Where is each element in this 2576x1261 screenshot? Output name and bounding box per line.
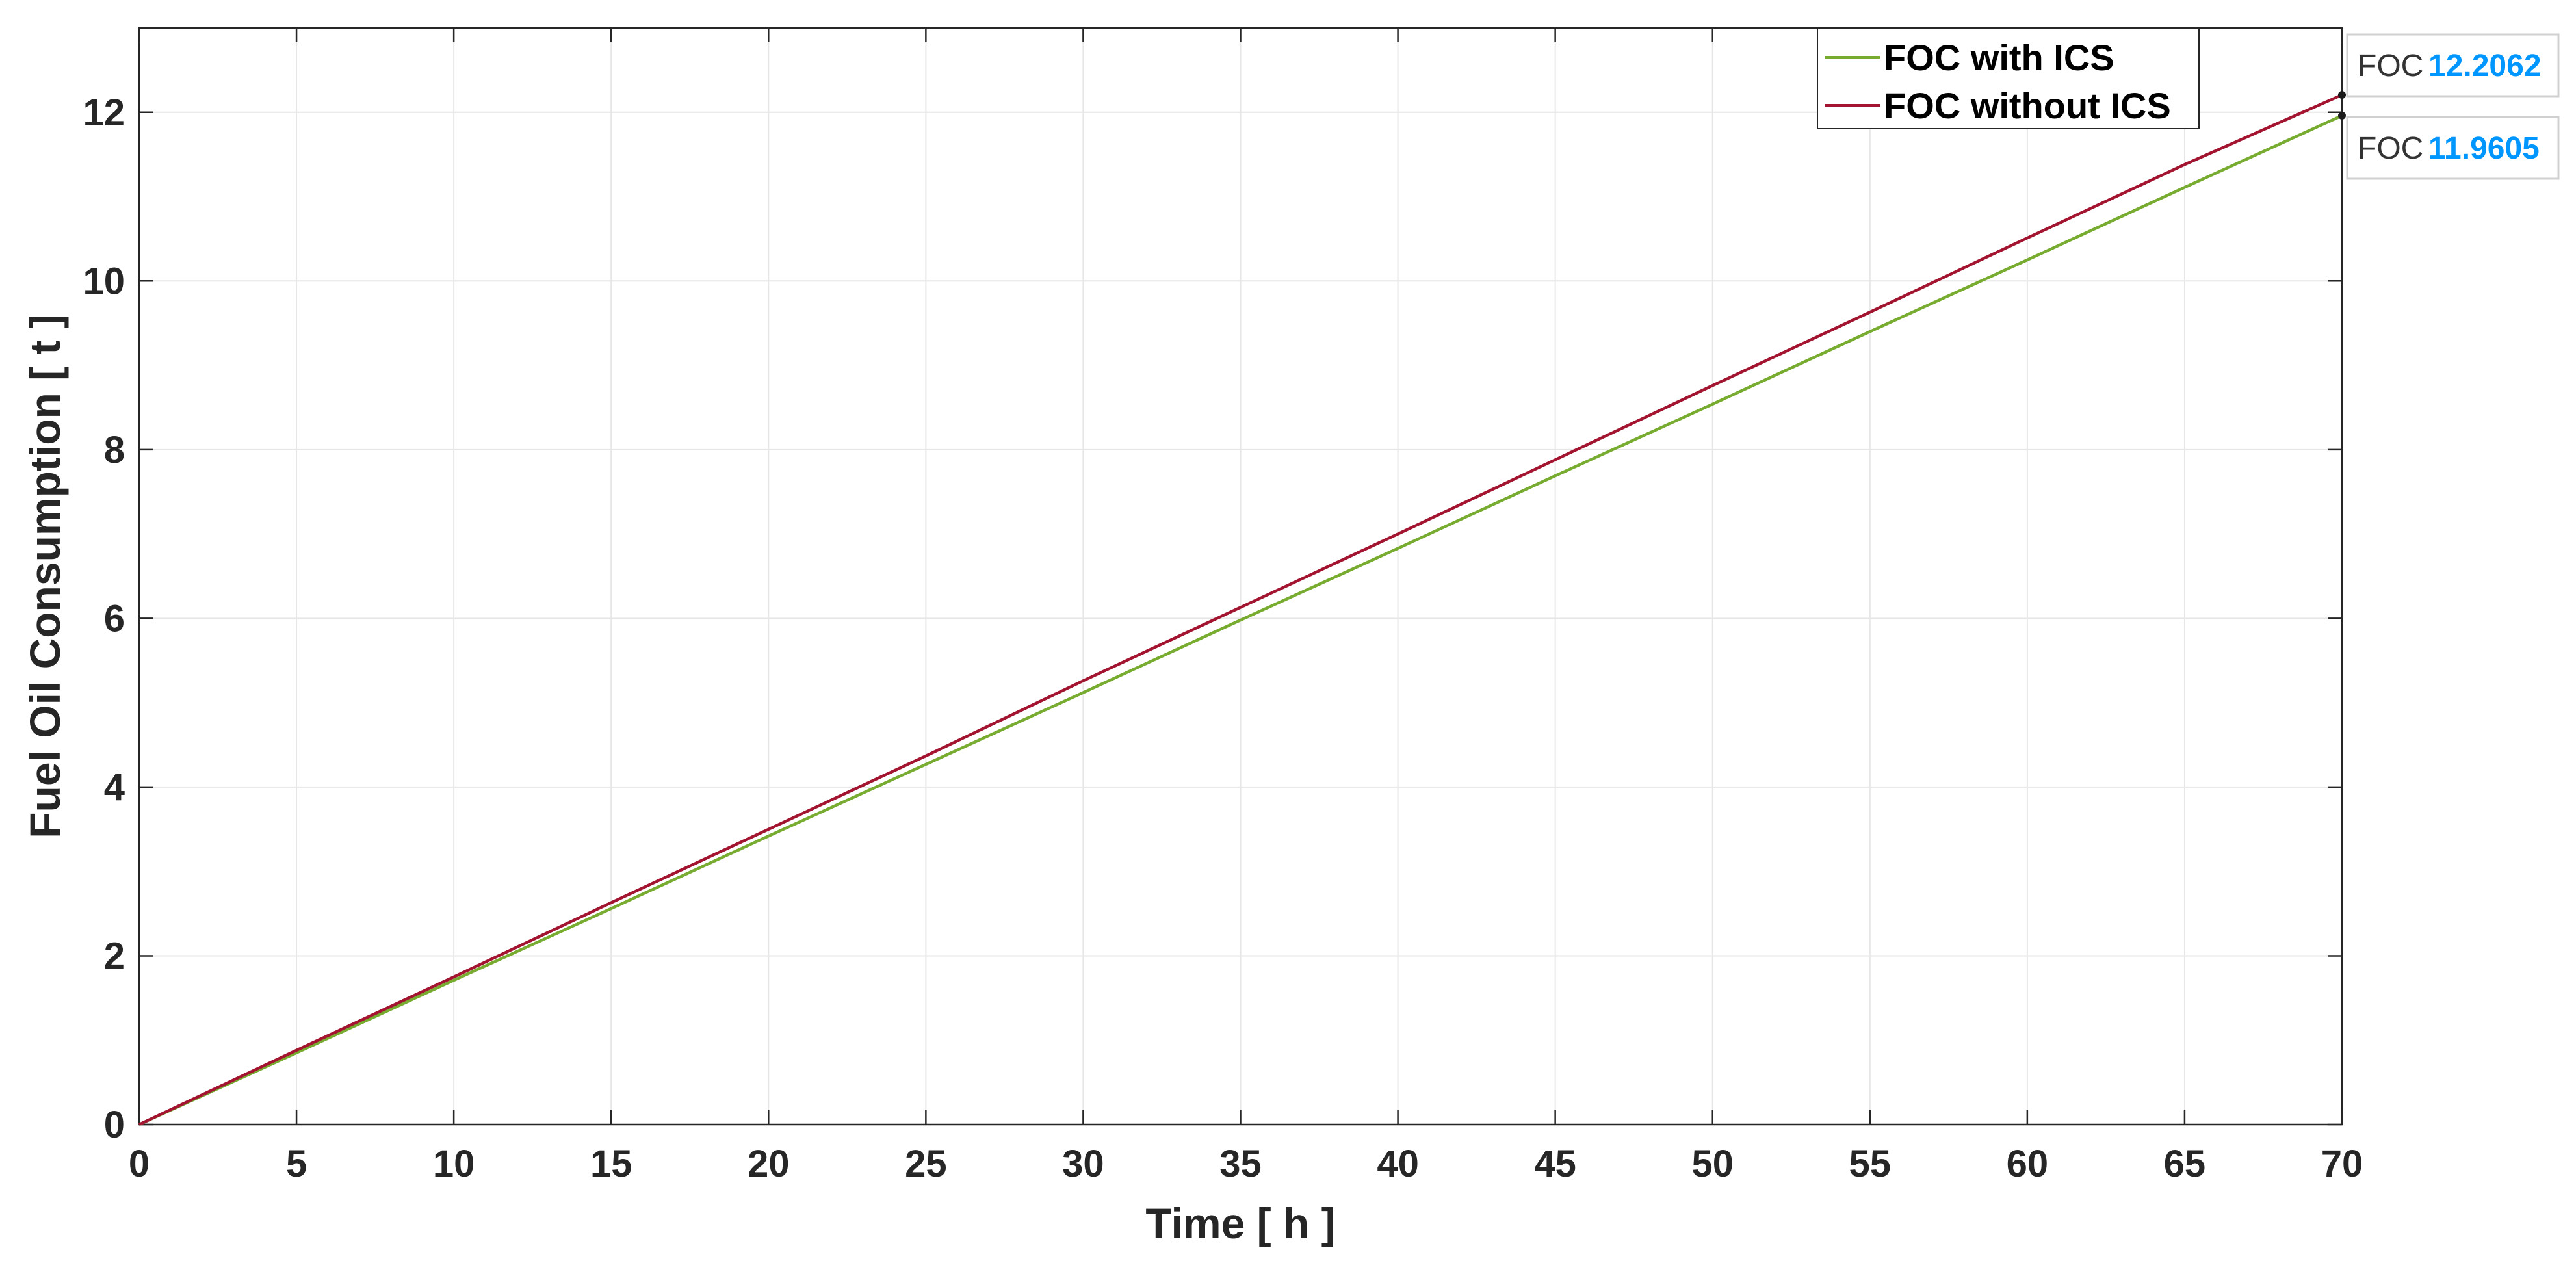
y-tick-label: 8 [104, 429, 125, 471]
x-tick-label: 70 [2321, 1143, 2363, 1185]
x-tick-label: 35 [1219, 1143, 1262, 1185]
datatip-value: 12.2062 [2428, 49, 2542, 83]
legend-label-foc-with-ics: FOC with ICS [1884, 37, 2114, 78]
x-tick-label: 50 [1691, 1143, 1734, 1185]
series-lines [138, 93, 2343, 1126]
legend-box [1817, 27, 2200, 129]
x-axis-title: Time [ h ] [1145, 1199, 1335, 1247]
datatip-label: FOC [2358, 49, 2423, 83]
x-tick-label: 40 [1377, 1143, 1419, 1185]
datatip-marker [2338, 111, 2346, 120]
x-tick-label: 20 [748, 1143, 790, 1185]
y-tick-label: 2 [104, 935, 125, 977]
datatip[interactable]: FOC 12.2062 [2338, 33, 2560, 99]
series-line-foc-without-ics [138, 93, 2343, 1126]
x-tick-label: 0 [129, 1143, 150, 1185]
axis-ticks: 0 5 10 15 20 25 30 35 40 45 50 55 60 65 70 0 2 4 6 8 10 12 [83, 28, 2363, 1185]
datatip-box [2346, 116, 2560, 180]
y-tick-label: 0 [104, 1104, 125, 1146]
x-tick-label: 60 [2007, 1143, 2049, 1185]
x-tick-label: 25 [905, 1143, 947, 1185]
y-tick-label: 10 [83, 260, 125, 302]
datatip-marker [2338, 91, 2346, 99]
x-tick-label: 15 [590, 1143, 632, 1185]
datatip[interactable]: FOC 11.9605 [2338, 111, 2560, 180]
series-line-foc-with-ics [138, 114, 2343, 1126]
x-tick-label: 5 [286, 1143, 307, 1185]
y-tick-label: 6 [104, 597, 125, 640]
datatip-label: FOC [2358, 131, 2423, 166]
datatip-box [2346, 33, 2560, 98]
x-tick-label: 30 [1062, 1143, 1104, 1185]
y-axis-title: Fuel Oil Consumption [ t ] [21, 314, 69, 838]
legend-label-foc-without-ics: FOC without ICS [1884, 85, 2171, 126]
legend: FOC with ICS FOC without ICS [1817, 27, 2200, 129]
x-tick-label: 55 [1849, 1143, 1892, 1185]
x-tick-label: 45 [1534, 1143, 1576, 1185]
datatip-value: 11.9605 [2428, 131, 2540, 166]
x-tick-label: 10 [433, 1143, 475, 1185]
y-tick-label: 4 [104, 766, 125, 809]
y-tick-label: 12 [83, 92, 125, 134]
x-tick-label: 65 [2164, 1143, 2206, 1185]
